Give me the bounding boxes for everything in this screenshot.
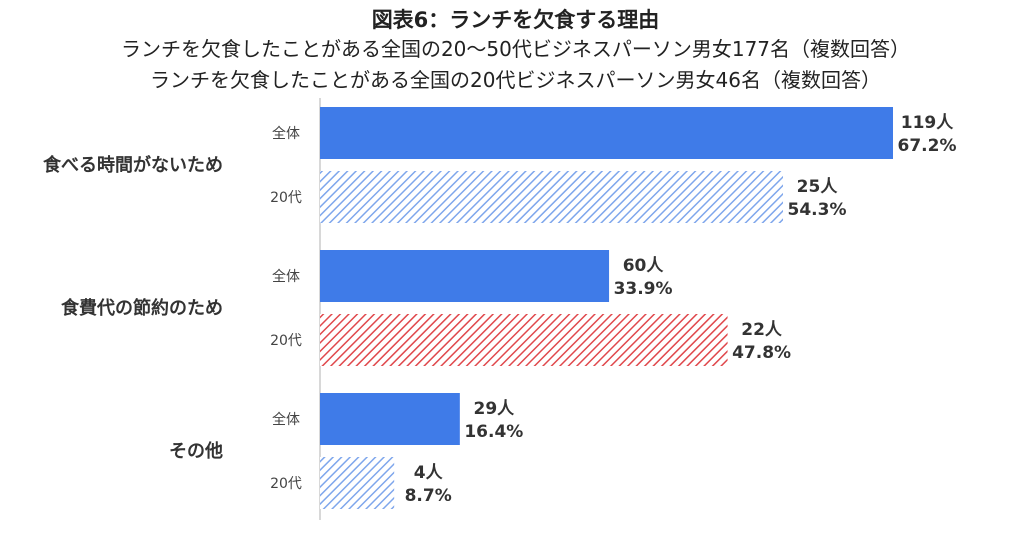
category-label: 食費代の節約のため — [60, 297, 223, 319]
percent-label: 47.8% — [732, 343, 791, 363]
series-label: 20代 — [270, 476, 302, 492]
percent-label: 67.2% — [898, 136, 957, 156]
count-label: 4人 — [414, 463, 444, 483]
series-label: 全体 — [272, 125, 300, 142]
category-label: その他 — [169, 440, 223, 462]
percent-label: 8.7% — [405, 486, 452, 506]
chart-subtitle-all: ランチを欠食したことがある全国の20～50代ビジネスパーソン男女177名（複数回… — [120, 37, 911, 61]
category-label: 食べる時間がないため — [42, 154, 223, 176]
bar — [320, 250, 610, 302]
bar — [320, 171, 784, 223]
series-label: 全体 — [272, 268, 300, 285]
bar — [320, 457, 395, 509]
chart-title: 図表6：ランチを欠食する理由 — [371, 8, 660, 32]
bar — [320, 107, 893, 159]
count-label: 22人 — [741, 320, 783, 340]
count-label: 25人 — [797, 177, 839, 197]
count-label: 60人 — [623, 256, 665, 276]
series-label: 20代 — [270, 190, 302, 206]
bar — [320, 314, 728, 366]
chart-subtitle-20s: ランチを欠食したことがある全国の20代ビジネスパーソン男女46名（複数回答） — [150, 68, 881, 92]
bar — [320, 393, 460, 445]
count-label: 119人 — [901, 113, 954, 133]
series-label: 全体 — [272, 411, 300, 428]
percent-label: 16.4% — [464, 422, 523, 442]
percent-label: 33.9% — [614, 279, 673, 299]
percent-label: 54.3% — [788, 200, 847, 220]
series-label: 20代 — [270, 333, 302, 349]
count-label: 29人 — [474, 399, 516, 419]
